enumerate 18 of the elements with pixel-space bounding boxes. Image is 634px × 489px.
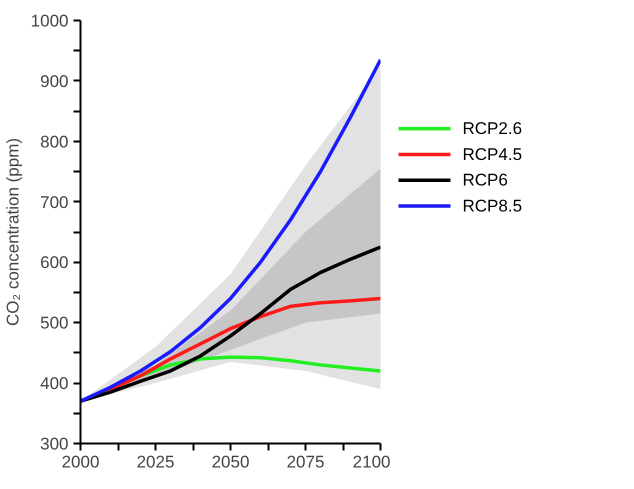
y-tick-label: 400	[40, 374, 69, 394]
legend-label: RCP8.5	[462, 196, 522, 216]
x-tick-label: 2000	[62, 452, 100, 472]
x-tick-label: 2100	[352, 452, 391, 472]
x-tick-label: 2050	[212, 452, 250, 472]
legend-label: RCP6	[462, 170, 508, 190]
legend-label: RCP2.6	[462, 119, 522, 138]
y-tick-label: 800	[40, 132, 69, 152]
y-tick-label: 500	[40, 314, 69, 333]
y-tick-label: 600	[40, 253, 69, 272]
y-tick-label: 1000	[30, 12, 69, 30]
y-tick-label: 700	[40, 192, 69, 212]
y-tick-label: 300	[40, 434, 69, 454]
x-tick-label: 2075	[286, 452, 324, 472]
y-axis-title: CO₂ concentration (ppm)	[4, 138, 23, 326]
x-tick-label: 2025	[136, 452, 174, 472]
legend-label: RCP4.5	[462, 144, 522, 164]
y-tick-label: 900	[40, 72, 69, 91]
